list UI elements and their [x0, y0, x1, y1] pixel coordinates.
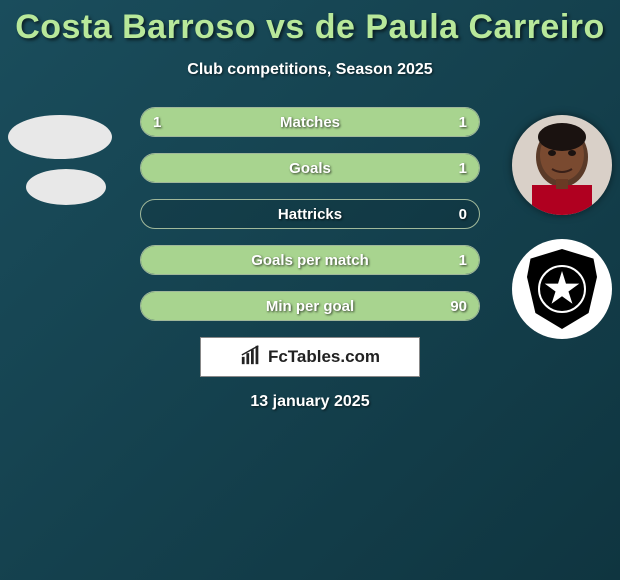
stat-label: Min per goal	[266, 298, 354, 315]
page-title: Costa Barroso vs de Paula Carreiro	[0, 0, 620, 47]
chart-icon	[240, 344, 262, 371]
stat-value-right: 0	[459, 206, 467, 223]
stat-label: Hattricks	[278, 206, 342, 223]
subtitle: Club competitions, Season 2025	[0, 61, 620, 79]
stat-row: 1 Matches 1	[140, 107, 480, 137]
stat-value-right: 90	[450, 298, 467, 315]
stat-row: Goals 1	[140, 153, 480, 183]
logo-text: FcTables.com	[268, 347, 380, 367]
stat-value-left: 1	[153, 114, 161, 131]
fctables-logo[interactable]: FcTables.com	[200, 337, 420, 377]
stat-row: Min per goal 90	[140, 291, 480, 321]
stat-row: Hattricks 0	[140, 199, 480, 229]
stat-label: Goals	[289, 160, 331, 177]
stat-label: Goals per match	[251, 252, 369, 269]
stat-value-right: 1	[459, 160, 467, 177]
stat-row: Goals per match 1	[140, 245, 480, 275]
date-text: 13 january 2025	[0, 393, 620, 411]
stat-label: Matches	[280, 114, 340, 131]
stat-value-right: 1	[459, 114, 467, 131]
stat-value-right: 1	[459, 252, 467, 269]
stats-area: 1 Matches 1 Goals 1 Hattricks 0 Goals pe…	[0, 107, 620, 321]
